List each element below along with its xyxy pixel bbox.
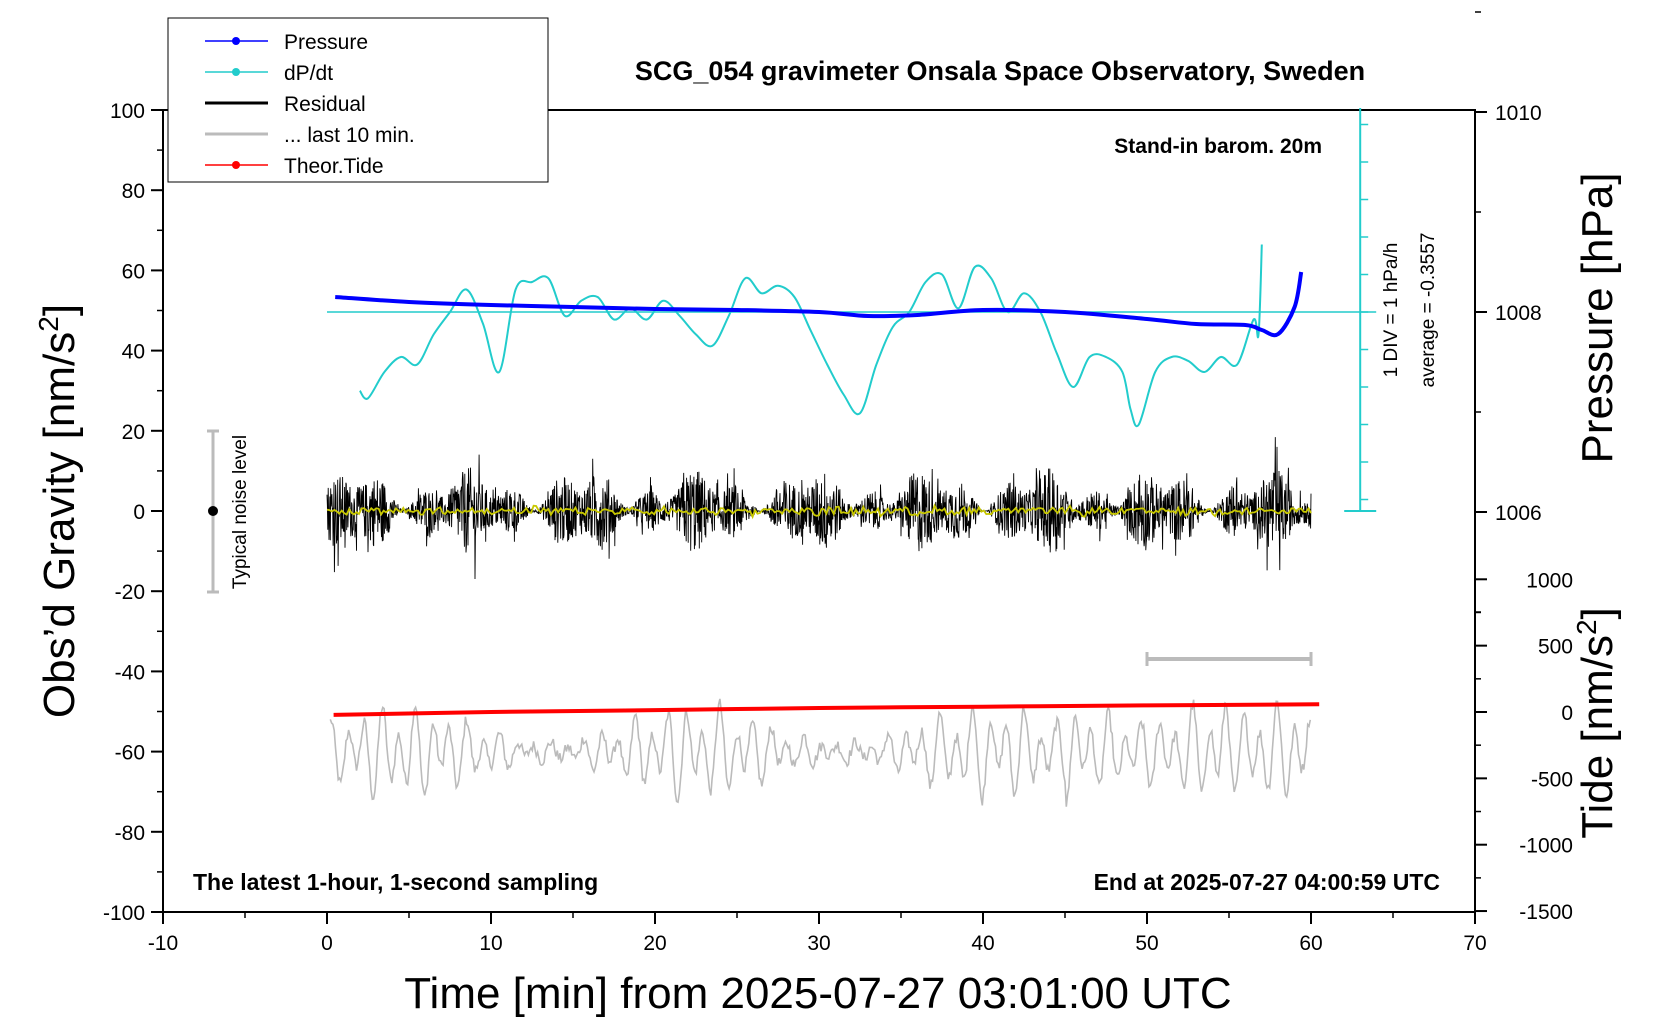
- end-time-note: End at 2025-07-27 04:00:59 UTC: [1094, 869, 1440, 895]
- tide-tick-label: -1000: [1519, 835, 1573, 858]
- x-tick-label: 70: [1463, 932, 1486, 955]
- x-tick-label: 60: [1299, 932, 1322, 955]
- y-axis-pressure: 1010 1008 1006: [1475, 11, 1542, 613]
- x-tick-label: 20: [643, 932, 666, 955]
- series-theor-tide: [333, 702, 1320, 717]
- pressure-tick-label: 1010: [1495, 102, 1542, 125]
- legend-items: Pressure dP/dt Residual ... last 10 min. The…: [205, 31, 415, 178]
- y-axis-left-title-main: Obs’d Gravity [nm/s: [35, 332, 84, 718]
- y-tick-label: -40: [115, 661, 145, 684]
- tide-tick-label: 1000: [1526, 569, 1573, 592]
- y-tick-label: 100: [110, 100, 145, 123]
- tide-tick-label: 0: [1561, 702, 1573, 725]
- y-tick-label: -100: [103, 902, 145, 925]
- series-last-10-min: [329, 698, 1312, 807]
- series-dpdt: [358, 244, 1263, 428]
- legend-label: Pressure: [284, 31, 368, 54]
- last-10-min-interval-bar: [1145, 652, 1313, 666]
- x-axis-title: Time [min] from 2025-07-27 03:01:00 UTC: [404, 969, 1231, 1018]
- y-axis-tide-title: Tide [nm/s2]: [1571, 607, 1622, 839]
- x-tick-label: 10: [479, 932, 502, 955]
- y-axis-tide-title-sup: 2: [1571, 619, 1602, 635]
- legend-label: Residual: [284, 93, 366, 116]
- latest-hour-note: The latest 1-hour, 1-second sampling: [193, 869, 598, 895]
- x-tick-label: 0: [321, 932, 333, 955]
- chart-title: SCG_054 gravimeter Onsala Space Observat…: [635, 56, 1365, 86]
- y-axis-pressure-title: Pressure [hPa]: [1573, 172, 1622, 463]
- legend-marker: [232, 37, 240, 45]
- legend-label: ... last 10 min.: [284, 124, 415, 147]
- series-residual-smoothed: [326, 503, 1312, 520]
- tide-tick-label: -1500: [1519, 901, 1573, 924]
- x-axis: -10 0 10 20 30 40 50 60 70: [148, 912, 1487, 955]
- legend-box: [167, 17, 549, 183]
- dpdt-average-label: average = -0.3557: [1418, 233, 1439, 388]
- y-tick-label: 60: [122, 260, 145, 283]
- series-group: [326, 244, 1320, 807]
- legend-label: Theor.Tide: [284, 155, 384, 178]
- y-axis-left: 100 80 60 40 20 0 -20 -40 -60 -80 -100: [103, 100, 163, 925]
- dpdt-div-label: 1 DIV = 1 hPa/h: [1381, 243, 1402, 378]
- x-tick-label: -10: [148, 932, 178, 955]
- y-tick-label: -80: [115, 822, 145, 845]
- stand-in-barometer-note: Stand-in barom. 20m: [1114, 135, 1322, 158]
- series-residual: [326, 437, 1312, 580]
- legend-marker: [232, 161, 240, 169]
- y-tick-label: 80: [122, 180, 145, 203]
- legend: Pressure dP/dt Residual ... last 10 min. The…: [167, 17, 549, 183]
- y-axis-tide-title-close: ]: [1573, 607, 1622, 619]
- x-tick-label: 40: [971, 932, 994, 955]
- pressure-tick-label: 1006: [1495, 502, 1542, 525]
- dpdt-scale-bar: [327, 108, 1377, 512]
- noise-label: Typical noise level: [230, 435, 251, 589]
- tide-tick-label: 500: [1538, 636, 1573, 659]
- y-axis-left-title-close: ]: [35, 304, 84, 316]
- pressure-tick-label: 1008: [1495, 302, 1542, 325]
- y-tick-label: -20: [115, 581, 145, 604]
- noise-center-dot: [208, 506, 218, 516]
- x-tick-label: 30: [807, 932, 830, 955]
- y-tick-label: 40: [122, 341, 145, 364]
- y-axis-left-title-sup: 2: [33, 316, 64, 332]
- legend-marker: [232, 68, 240, 76]
- legend-label: dP/dt: [284, 62, 333, 85]
- x-tick-label: 50: [1135, 932, 1158, 955]
- y-tick-label: -60: [115, 742, 145, 765]
- y-axis-left-title: Obs’d Gravity [nm/s2]: [33, 304, 84, 718]
- y-axis-tide-title-main: Tide [nm/s: [1573, 635, 1622, 839]
- series-pressure: [335, 271, 1304, 338]
- y-tick-label: 20: [122, 421, 145, 444]
- y-tick-label: 0: [133, 501, 145, 524]
- y-axis-tide: 1000 500 0 -500 -1000 -1500: [1475, 569, 1573, 924]
- noise-level-indicator: Typical noise level: [207, 429, 251, 594]
- tide-tick-label: -500: [1531, 768, 1573, 791]
